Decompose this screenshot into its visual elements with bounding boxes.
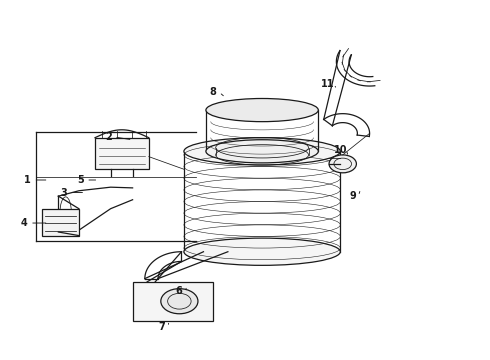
Ellipse shape — [329, 155, 356, 173]
Text: 7: 7 — [159, 322, 165, 332]
Ellipse shape — [206, 140, 318, 163]
Text: 9: 9 — [349, 191, 356, 201]
Ellipse shape — [161, 289, 198, 314]
Text: 11: 11 — [321, 79, 335, 89]
Text: 5: 5 — [77, 175, 84, 185]
Bar — [133, 282, 213, 320]
Ellipse shape — [206, 99, 318, 122]
Text: 3: 3 — [61, 188, 68, 198]
Bar — [95, 138, 149, 169]
Text: 8: 8 — [210, 87, 217, 97]
Text: 6: 6 — [175, 286, 182, 296]
Text: 4: 4 — [21, 218, 27, 228]
Text: 2: 2 — [105, 132, 112, 142]
Ellipse shape — [184, 238, 340, 265]
Bar — [42, 209, 79, 235]
Ellipse shape — [184, 138, 340, 165]
Text: 1: 1 — [24, 175, 31, 185]
Text: 10: 10 — [334, 144, 347, 154]
